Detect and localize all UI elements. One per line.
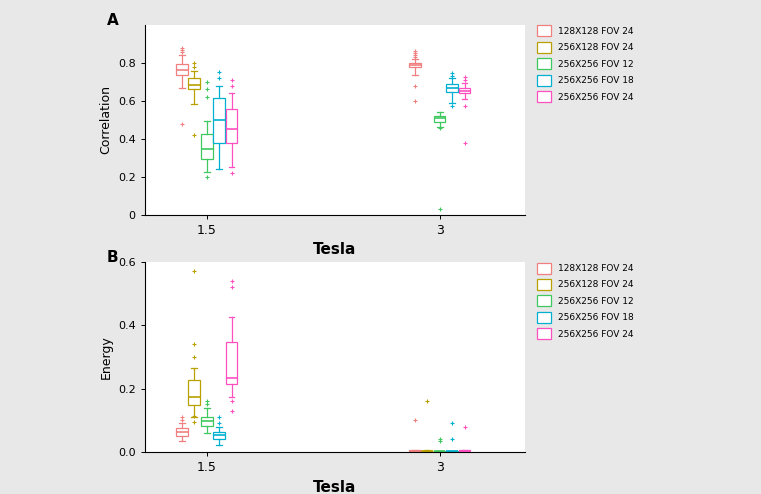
PathPatch shape	[446, 83, 458, 92]
Text: B: B	[107, 250, 118, 265]
PathPatch shape	[226, 342, 237, 384]
Text: A: A	[107, 13, 118, 28]
PathPatch shape	[409, 451, 421, 452]
PathPatch shape	[189, 380, 200, 405]
PathPatch shape	[213, 98, 225, 143]
PathPatch shape	[459, 451, 470, 452]
Legend: 128X128 FOV 24, 256X128 FOV 24, 256X256 FOV 12, 256X256 FOV 18, 256X256 FOV 24: 128X128 FOV 24, 256X128 FOV 24, 256X256 …	[537, 25, 634, 102]
PathPatch shape	[226, 109, 237, 143]
PathPatch shape	[201, 134, 212, 159]
PathPatch shape	[189, 78, 200, 89]
PathPatch shape	[176, 64, 188, 75]
Y-axis label: Energy: Energy	[99, 335, 113, 379]
PathPatch shape	[409, 63, 421, 68]
PathPatch shape	[434, 451, 445, 452]
PathPatch shape	[446, 451, 458, 452]
PathPatch shape	[459, 88, 470, 93]
PathPatch shape	[434, 116, 445, 122]
Y-axis label: Correlation: Correlation	[99, 85, 113, 154]
PathPatch shape	[213, 432, 225, 439]
PathPatch shape	[201, 417, 212, 426]
PathPatch shape	[422, 451, 433, 452]
PathPatch shape	[176, 428, 188, 436]
Legend: 128X128 FOV 24, 256X128 FOV 24, 256X256 FOV 12, 256X256 FOV 18, 256X256 FOV 24: 128X128 FOV 24, 256X128 FOV 24, 256X256 …	[537, 262, 634, 339]
X-axis label: Tesla: Tesla	[314, 480, 356, 494]
X-axis label: Tesla: Tesla	[314, 243, 356, 257]
